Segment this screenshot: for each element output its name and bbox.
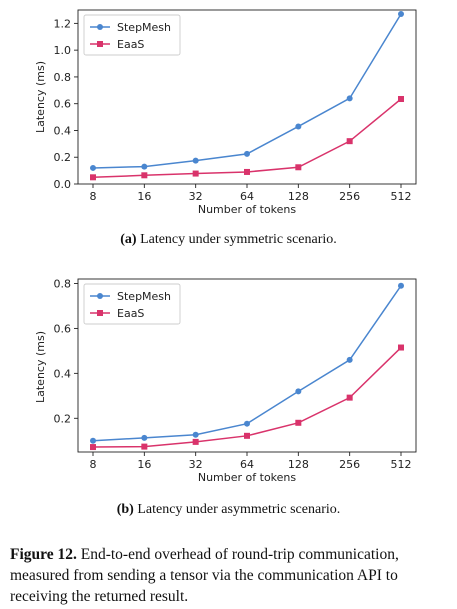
x-tick-label: 32: [189, 190, 203, 203]
y-tick-label: 0.8: [54, 277, 72, 290]
data-point-eaas: [398, 344, 404, 351]
x-tick-label: 128: [288, 190, 309, 203]
data-point-eaas: [295, 419, 302, 426]
x-tick-label: 8: [90, 458, 97, 471]
series-line-eaas: [92, 346, 402, 448]
data-point-stepmesh: [244, 420, 250, 427]
y-axis-label: Latency (ms): [34, 331, 47, 403]
subcaption-label: (b): [116, 502, 134, 517]
subcaption-b: (b) Latency under asymmetric scenario.: [0, 502, 457, 518]
legend: StepMesh EaaS: [83, 14, 181, 56]
data-point-stepmesh: [244, 150, 250, 157]
x-tick-label: 16: [137, 458, 151, 471]
subcaption-label: (a): [120, 232, 137, 247]
data-point-stepmesh: [90, 437, 96, 444]
x-tick-label: 512: [391, 458, 412, 471]
data-point-eaas: [90, 444, 96, 451]
legend-label: EaaS: [117, 38, 144, 51]
legend-marker: [97, 293, 103, 299]
data-point-stepmesh: [141, 163, 148, 170]
legend-marker: [97, 310, 103, 316]
data-point-eaas: [141, 443, 148, 450]
y-axis-label: Latency (ms): [34, 61, 47, 133]
data-point-eaas: [141, 172, 148, 179]
legend-label: StepMesh: [117, 21, 171, 34]
legend-box: [83, 14, 181, 56]
x-tick-label: 64: [240, 458, 254, 471]
y-tick-label: 1.2: [54, 17, 72, 30]
x-axis-label: Number of tokens: [198, 471, 297, 484]
data-point-eaas: [192, 170, 199, 177]
x-tick-label: 16: [137, 190, 151, 203]
legend-box: [83, 283, 181, 325]
y-tick-label: 0.8: [54, 71, 72, 84]
x-tick-label: 256: [339, 458, 360, 471]
data-point-eaas: [244, 168, 250, 175]
figure-caption-label: Figure 12.: [10, 546, 77, 563]
data-point-stepmesh: [295, 123, 302, 130]
legend-marker: [97, 24, 103, 30]
data-point-stepmesh: [90, 164, 96, 171]
figure-caption: Figure 12. End-to-end overhead of round-…: [10, 544, 450, 607]
x-tick-label: 256: [339, 190, 360, 203]
data-point-stepmesh: [398, 282, 404, 289]
legend: StepMesh EaaS: [83, 283, 181, 325]
x-tick-label: 512: [391, 190, 412, 203]
data-point-eaas: [192, 438, 199, 445]
chart-symmetric: Latency (ms) Number of tokens 0.0 0.2 0.4 0…: [34, 9, 417, 216]
figure-caption-text: End-to-end overhead of round-trip commun…: [10, 546, 399, 605]
data-point-stepmesh: [141, 434, 148, 441]
series-line-eaas: [92, 98, 402, 179]
data-point-stepmesh: [346, 95, 353, 102]
data-point-eaas: [346, 138, 353, 145]
chart-asymmetric: Latency (ms) Number of tokens 0.2 0.4 0.6 0…: [34, 277, 417, 484]
data-point-eaas: [295, 164, 302, 171]
data-point-eaas: [346, 394, 353, 401]
subcaption-text: Latency under asymmetric scenario.: [137, 502, 341, 517]
data-point-eaas: [398, 96, 404, 103]
legend-marker: [97, 41, 103, 47]
x-tick-label: 64: [240, 190, 254, 203]
x-tick-label: 128: [288, 458, 309, 471]
data-point-stepmesh: [295, 388, 302, 395]
data-point-stepmesh: [346, 356, 353, 363]
y-tick-label: 0.0: [54, 178, 72, 191]
x-axis-label: Number of tokens: [198, 203, 297, 216]
y-tick-label: 0.4: [54, 124, 72, 137]
data-point-eaas: [244, 432, 250, 439]
data-point-stepmesh: [192, 157, 199, 164]
subcaption-a: (a) Latency under symmetric scenario.: [0, 232, 457, 248]
data-point-stepmesh: [398, 11, 404, 18]
legend-label: EaaS: [117, 307, 144, 320]
y-tick-label: 0.6: [54, 98, 72, 111]
x-tick-label: 32: [189, 458, 203, 471]
data-point-stepmesh: [192, 431, 199, 438]
y-tick-label: 0.2: [54, 151, 72, 164]
legend-label: StepMesh: [117, 290, 171, 303]
x-tick-label: 8: [90, 190, 97, 203]
subcaption-text: Latency under symmetric scenario.: [140, 232, 337, 247]
y-tick-label: 0.2: [54, 412, 72, 425]
y-tick-label: 0.4: [54, 367, 72, 380]
data-point-eaas: [90, 174, 96, 181]
y-tick-label: 1.0: [54, 44, 72, 57]
y-tick-label: 0.6: [54, 322, 72, 335]
